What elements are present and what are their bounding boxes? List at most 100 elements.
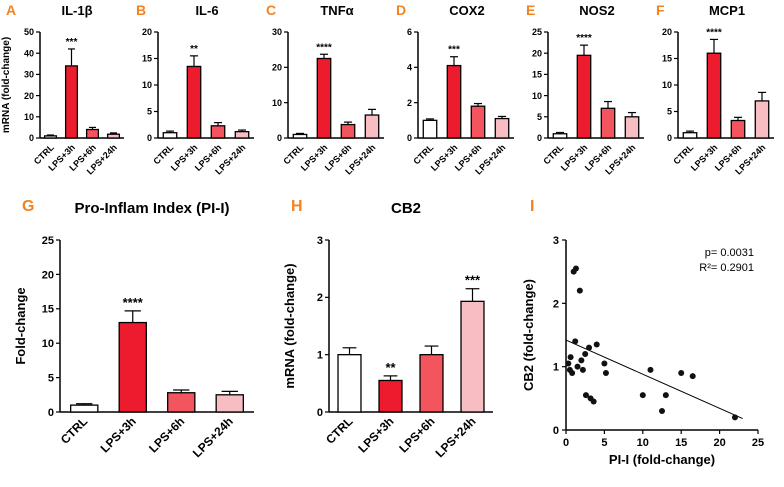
data-point — [572, 265, 579, 272]
data-point — [662, 392, 669, 399]
panel-header: E NOS2 — [520, 0, 650, 22]
panel-letter-f: F — [656, 2, 665, 18]
y-tick-label: 20 — [662, 27, 672, 37]
data-point — [565, 360, 572, 367]
bar-CTRL — [162, 132, 178, 139]
data-point — [602, 370, 609, 376]
panel-cox2: D COX2 0 2 4 6 CTRL *** LPS+3h LPS+6h LPS+24h — [390, 0, 520, 184]
significance-label: **** — [576, 33, 592, 44]
y-tick-label: 3 — [553, 235, 559, 247]
x-tick-label: 20 — [713, 437, 725, 449]
stats-annotation: R²= 0.2901 — [699, 262, 754, 274]
data-point — [578, 357, 585, 364]
y-tick-label: 10 — [662, 80, 672, 90]
significance-label: ** — [385, 360, 396, 375]
y-tick-label: 2 — [317, 292, 323, 304]
y-tick-label: 5 — [667, 107, 672, 117]
bar-LPS+3h — [186, 65, 202, 139]
top-row: A IL-1β 0 10 20 30 40 50 mRNA (fold-change) CTR… — [0, 0, 784, 184]
y-tick-label: 25 — [42, 235, 54, 247]
data-point — [582, 351, 589, 357]
significance-label: ** — [190, 44, 198, 55]
significance-label: **** — [316, 42, 332, 53]
regression-line — [565, 339, 743, 420]
data-point — [586, 344, 593, 351]
data-point — [582, 392, 589, 399]
data-point — [567, 354, 574, 361]
x-tick-label: 15 — [675, 437, 687, 449]
data-point — [647, 366, 654, 373]
bar-LPS+24h — [364, 114, 380, 139]
x-tick-label: 5 — [601, 437, 607, 449]
cb2-bar-chart: 0 1 2 3 mRNA (fold-change) CTRL ** LPS+3h LPS+6h… — [282, 235, 493, 460]
bar-LPS+3h — [316, 57, 332, 139]
pii-bar-chart: 0 5 10 15 20 25 Fold-change CTRL **** LPS+3h LPS+6… — [13, 235, 254, 460]
panel-title-pii: Pro-Inflam Index (PI-I) — [74, 200, 230, 217]
y-axis-label: CB2 (fold-change) — [521, 279, 536, 391]
y-tick-label: 5 — [48, 372, 54, 384]
panel-title-il6: IL-6 — [195, 3, 219, 18]
bar-LPS+6h — [470, 105, 486, 139]
y-tick-label: 40 — [24, 48, 34, 58]
y-tick-label: 20 — [532, 48, 542, 58]
bar-CTRL — [292, 133, 308, 139]
y-tick-label: 20 — [42, 269, 54, 281]
y-tick-label: 50 — [24, 27, 34, 37]
y-tick-label: 2 — [407, 98, 412, 108]
significance-label: **** — [706, 27, 722, 38]
data-point — [659, 408, 665, 414]
y-tick-label: 4 — [407, 62, 412, 72]
y-tick-label: 0 — [48, 407, 54, 419]
bar-LPS+3h — [378, 379, 403, 413]
bar-LPS+3h — [118, 321, 147, 413]
data-point — [678, 370, 685, 376]
x-tick-label: 10 — [637, 437, 649, 449]
x-tick-label: 0 — [563, 437, 569, 449]
panel-letter-b: B — [136, 2, 147, 18]
panel-il6: B IL-6 0 5 10 15 20 CTRL ** LPS+3h LPS+6h LPS+24h — [130, 0, 260, 184]
bar-LPS+24h — [215, 394, 244, 413]
bar-LPS+24h — [234, 130, 250, 139]
y-tick-label: 10 — [532, 91, 542, 101]
panel-title-nos2: NOS2 — [579, 3, 615, 18]
y-tick-label: 15 — [532, 70, 542, 80]
significance-label: *** — [66, 37, 78, 48]
panel-header: F MCP1 — [650, 0, 780, 22]
y-axis-label: mRNA (fold-change) — [1, 37, 12, 133]
stats-annotation: p= 0.0031 — [705, 247, 754, 259]
panel-nos2: E NOS2 0 5 10 15 20 25 CTRL **** LPS+3h LPS+6h LPS… — [520, 0, 650, 184]
y-axis-label: mRNA (fold-change) — [282, 263, 297, 388]
panel-header: A IL-1β — [0, 0, 130, 22]
y-tick-label: 25 — [532, 27, 542, 37]
y-tick-label: 10 — [42, 338, 54, 350]
panel-header: G Pro-Inflam Index (PI-I) — [12, 194, 262, 224]
significance-label: **** — [123, 295, 144, 310]
x-tick-label: LPS+6h — [396, 414, 437, 455]
panel-header: C TNFα — [260, 0, 390, 22]
y-tick-label: 20 — [272, 62, 282, 72]
bar-CTRL — [337, 354, 362, 413]
y-tick-label: 30 — [24, 70, 34, 80]
x-tick-label: LPS+3h — [355, 414, 396, 455]
panel-tnfa: C TNFα 0 10 20 30 CTRL **** LPS+3h LPS+6h LPS+24… — [260, 0, 390, 184]
panel-title-cb2: CB2 — [390, 200, 421, 217]
bar-LPS+24h — [754, 100, 770, 139]
bar-LPS+6h — [419, 354, 444, 413]
panel-letter-h: H — [291, 198, 303, 215]
panel-mcp1: F MCP1 0 5 10 15 20 CTRL **** LPS+3h LPS+6h LPS+2… — [650, 0, 780, 184]
bar-LPS+3h — [446, 64, 462, 139]
panel-letter-a: A — [6, 2, 17, 18]
x-tick-label: LPS+24h — [190, 414, 236, 460]
y-tick-label: 3 — [317, 235, 323, 247]
y-tick-label: 15 — [142, 54, 152, 64]
y-tick-label: 10 — [142, 80, 152, 90]
y-tick-label: 0 — [537, 133, 542, 143]
data-point — [593, 341, 600, 348]
panel-header: I — [520, 194, 772, 224]
y-tick-label: 5 — [147, 107, 152, 117]
y-tick-label: 1 — [553, 362, 559, 374]
significance-label: *** — [448, 45, 460, 56]
